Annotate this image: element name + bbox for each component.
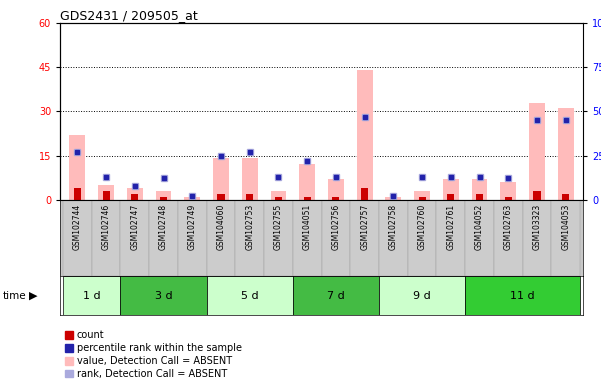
Bar xyxy=(501,182,516,200)
Text: GSM102746: GSM102746 xyxy=(102,204,111,250)
Text: GSM102756: GSM102756 xyxy=(331,204,340,250)
Text: GSM102758: GSM102758 xyxy=(389,204,398,250)
Text: ▶: ▶ xyxy=(29,291,37,301)
Text: 5 d: 5 d xyxy=(241,291,258,301)
Text: GSM102761: GSM102761 xyxy=(447,204,456,250)
Bar xyxy=(213,159,229,200)
Bar xyxy=(551,200,580,276)
Bar xyxy=(189,198,196,200)
Bar xyxy=(63,200,92,276)
Bar xyxy=(131,194,138,200)
Bar xyxy=(350,200,379,276)
Bar xyxy=(322,200,350,276)
Bar xyxy=(120,276,207,315)
Bar xyxy=(385,197,401,200)
Bar xyxy=(476,194,483,200)
Bar xyxy=(390,199,397,200)
Bar xyxy=(304,197,311,200)
Bar xyxy=(379,276,465,315)
Bar xyxy=(156,191,171,200)
Bar xyxy=(436,200,465,276)
Bar xyxy=(275,197,282,200)
Text: GSM102747: GSM102747 xyxy=(130,204,139,250)
Bar xyxy=(98,185,114,200)
Bar xyxy=(562,194,569,200)
Bar xyxy=(149,200,178,276)
Bar xyxy=(447,194,454,200)
Bar xyxy=(74,188,81,200)
Bar xyxy=(236,200,264,276)
Bar xyxy=(264,200,293,276)
Text: GSM102748: GSM102748 xyxy=(159,204,168,250)
Bar xyxy=(270,191,286,200)
Text: 7 d: 7 d xyxy=(327,291,345,301)
Bar xyxy=(361,188,368,200)
Bar xyxy=(178,200,207,276)
Text: 3 d: 3 d xyxy=(154,291,172,301)
Text: GDS2431 / 209505_at: GDS2431 / 209505_at xyxy=(60,9,198,22)
Bar xyxy=(418,197,426,200)
Bar xyxy=(523,200,551,276)
Bar xyxy=(207,200,236,276)
Bar xyxy=(414,191,430,200)
Text: 9 d: 9 d xyxy=(413,291,431,301)
Bar xyxy=(218,194,225,200)
Bar xyxy=(465,200,494,276)
Text: GSM102749: GSM102749 xyxy=(188,204,197,250)
Bar xyxy=(70,135,85,200)
Bar xyxy=(332,197,340,200)
Text: GSM102760: GSM102760 xyxy=(418,204,427,250)
Text: 1 d: 1 d xyxy=(83,291,100,301)
Bar xyxy=(494,200,523,276)
Bar xyxy=(207,276,293,315)
Bar xyxy=(299,164,315,200)
Text: time: time xyxy=(3,291,26,301)
Bar xyxy=(357,70,373,200)
Text: GSM102755: GSM102755 xyxy=(274,204,283,250)
Bar xyxy=(293,276,379,315)
Bar xyxy=(127,188,142,200)
Text: GSM102744: GSM102744 xyxy=(73,204,82,250)
Bar xyxy=(293,200,322,276)
Bar xyxy=(120,200,149,276)
Text: GSM104052: GSM104052 xyxy=(475,204,484,250)
Bar xyxy=(529,103,545,200)
Bar xyxy=(534,191,540,200)
Text: GSM104060: GSM104060 xyxy=(216,204,225,250)
Bar xyxy=(185,197,200,200)
Text: GSM102757: GSM102757 xyxy=(360,204,369,250)
Text: GSM102753: GSM102753 xyxy=(245,204,254,250)
Bar xyxy=(379,200,407,276)
Bar xyxy=(160,197,167,200)
Bar xyxy=(103,191,109,200)
Bar xyxy=(443,179,459,200)
Bar xyxy=(465,276,580,315)
Bar xyxy=(407,200,436,276)
Bar xyxy=(246,194,253,200)
Legend: count, percentile rank within the sample, value, Detection Call = ABSENT, rank, : count, percentile rank within the sample… xyxy=(65,330,242,379)
Bar xyxy=(472,179,487,200)
Bar xyxy=(242,159,258,200)
Text: GSM104051: GSM104051 xyxy=(303,204,312,250)
Text: 11 d: 11 d xyxy=(510,291,535,301)
Bar xyxy=(63,276,120,315)
Text: GSM102763: GSM102763 xyxy=(504,204,513,250)
Bar xyxy=(505,197,512,200)
Text: GSM103323: GSM103323 xyxy=(532,204,542,250)
Text: GSM104053: GSM104053 xyxy=(561,204,570,250)
Bar xyxy=(558,108,573,200)
Bar xyxy=(92,200,120,276)
Bar xyxy=(328,179,344,200)
